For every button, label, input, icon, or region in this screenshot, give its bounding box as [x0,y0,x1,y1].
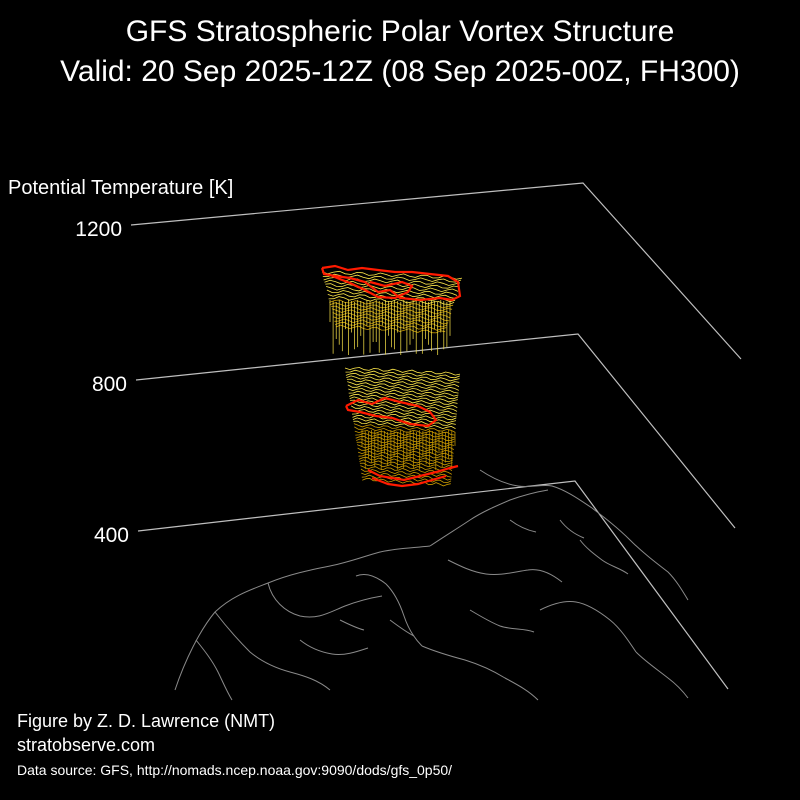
vortex-edge-contour [320,264,462,302]
vortex-contour [353,420,456,430]
vortex-contour [360,465,452,475]
coastline-map [174,469,689,701]
z-tick-label: 800 [92,373,127,396]
vortex-contour [360,468,452,478]
z-tick-label: 400 [94,524,129,547]
vortex-contour [350,405,457,415]
vortex-contour [351,409,457,418]
vortex-contour [357,447,454,457]
vortex-edge-contour [331,274,414,300]
plane-1200 [130,182,742,360]
vortex-contour [354,426,456,436]
chart-subtitle: Valid: 20 Sep 2025-12Z (08 Sep 2025-00Z,… [60,55,740,88]
vortex-contour [348,388,459,397]
vortex-contour [359,462,453,472]
vortex-contour [353,423,456,433]
data-source: Data source: GFS, http://nomads.ncep.noa… [17,762,453,778]
chart-title: GFS Stratospheric Polar Vortex Structure [125,15,675,48]
vortex-contour [356,438,455,447]
vortex-contour [359,459,453,468]
theta-planes [130,182,742,690]
vortex-contour [349,396,458,405]
vortex-contour [345,369,460,379]
vortex-contour [332,312,450,322]
vortex-layer-lower [344,367,461,488]
z-tick-label: 1200 [75,218,122,241]
vortex-contour [335,321,447,331]
vortex-contour [348,390,459,400]
vortex-contour [347,381,459,391]
vortex-contour [357,451,454,460]
vortex-contour [349,393,458,403]
plane-400 [137,480,729,690]
vortex-contour [335,324,446,334]
vortex-edge-contour [367,464,459,482]
vortex-layer-upper [320,264,463,355]
z-axis-label: Potential Temperature [K] [8,177,233,199]
vortex-contour [356,444,454,454]
vortex-contour [352,417,456,426]
vortex-contour [328,296,455,305]
vortex-contour [346,375,460,384]
plane-800 [135,333,736,529]
vortex-edge-contour [371,474,447,488]
vortex-edge-contour [345,396,438,428]
vortex-contour [346,378,460,388]
vortex-contour [331,305,452,315]
vortex-contour [356,441,454,451]
vortex-contour [327,293,456,303]
vortex-contour [321,270,463,280]
vortex-contour [325,283,459,293]
vortex-contour [347,384,459,394]
vortex-contour [355,435,455,445]
vortex-contour [345,372,460,382]
vortex-contour [344,367,461,376]
vortex-contour [352,414,457,424]
vortex-contour [333,315,449,325]
website-credit: stratobserve.com [17,735,156,755]
vortex-contour [358,453,453,463]
figure-credit: Figure by Z. D. Lawrence (NMT) [17,711,276,731]
